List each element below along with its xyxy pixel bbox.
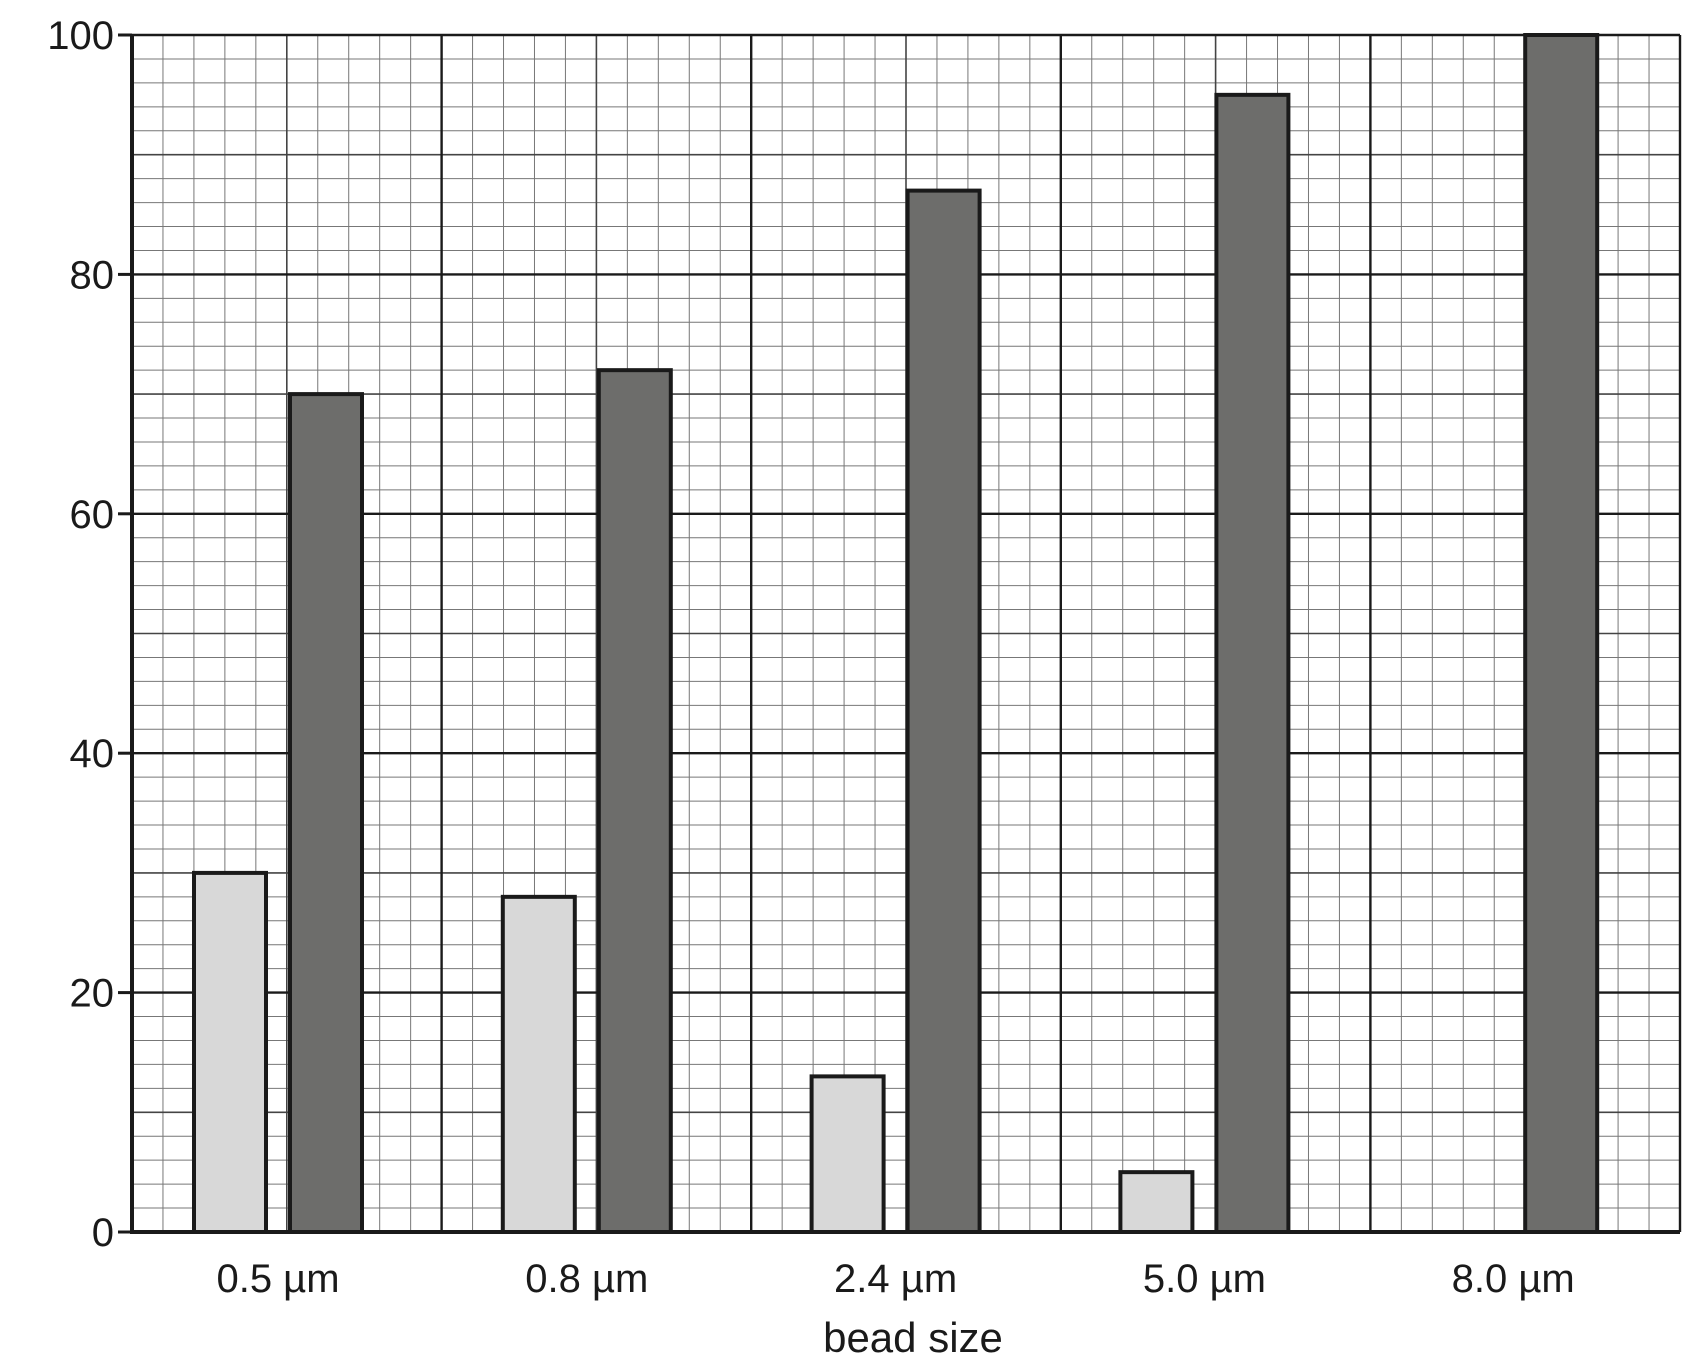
y-tick-label: 80: [70, 253, 115, 297]
bar-series1-0-5-m: [192, 870, 268, 1235]
y-tick-labels: 0 20 40 60 80 100: [47, 14, 114, 1255]
x-tick-label: 8.0 µm: [1452, 1257, 1575, 1301]
bar-series2-8-0-m: [1523, 33, 1600, 1234]
bar-series1-2-4-m: [809, 1074, 886, 1235]
x-axis-title: bead size: [823, 1314, 1003, 1361]
x-tick-label: 5.0 µm: [1143, 1257, 1266, 1301]
bar-series2-2-4-m: [905, 188, 982, 1235]
y-tick-label: 0: [92, 1211, 114, 1255]
x-tick-labels: 0.5 µm 0.8 µm 2.4 µm 5.0 µm 8.0 µm: [216, 1257, 1574, 1301]
x-tick-label: 2.4 µm: [834, 1257, 957, 1301]
bar-series1-0-8-m: [500, 894, 577, 1235]
bar-series2-0-5-m: [288, 392, 364, 1235]
bar-series1-5-0-m: [1118, 1170, 1195, 1235]
x-tick-label: 0.5 µm: [216, 1257, 339, 1301]
y-tick-label: 100: [47, 14, 114, 58]
axes: [118, 33, 1680, 1234]
x-tick-label: 0.8 µm: [525, 1257, 648, 1301]
y-tick-label: 20: [70, 972, 115, 1016]
y-tick-label: 60: [70, 493, 115, 537]
bar-series2-5-0-m: [1214, 92, 1291, 1235]
bar-series2-0-8-m: [596, 368, 673, 1235]
y-tick-label: 40: [70, 732, 115, 776]
